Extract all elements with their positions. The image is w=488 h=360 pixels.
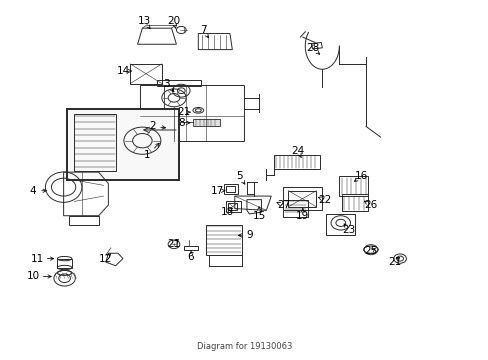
- Text: 25: 25: [364, 247, 377, 256]
- Text: 21: 21: [167, 239, 180, 249]
- Text: 24: 24: [291, 147, 304, 157]
- Text: 22: 22: [318, 195, 331, 204]
- Text: 28: 28: [305, 43, 319, 53]
- Text: 10: 10: [26, 271, 40, 282]
- Bar: [140, 85, 244, 141]
- Bar: [273, 155, 319, 169]
- Bar: [341, 194, 368, 211]
- Text: 1: 1: [143, 150, 150, 160]
- Text: 23: 23: [342, 225, 355, 235]
- Text: 5: 5: [236, 171, 243, 181]
- Text: 18: 18: [221, 207, 234, 217]
- Text: 27: 27: [276, 200, 289, 210]
- Bar: [225, 202, 240, 212]
- Bar: [228, 203, 237, 210]
- Text: 16: 16: [354, 171, 367, 181]
- Text: 20: 20: [167, 16, 180, 26]
- Bar: [130, 64, 162, 84]
- Text: 7: 7: [200, 25, 206, 35]
- Bar: [225, 186, 234, 192]
- Text: 17: 17: [211, 186, 224, 196]
- Text: Diagram for 19130063: Diagram for 19130063: [196, 342, 292, 351]
- Bar: [193, 119, 220, 126]
- Text: 8: 8: [178, 118, 184, 128]
- Bar: [69, 216, 99, 225]
- Bar: [283, 187, 322, 210]
- Text: 11: 11: [31, 253, 44, 264]
- Bar: [325, 214, 355, 235]
- Bar: [74, 114, 116, 171]
- Bar: [339, 176, 368, 196]
- Bar: [157, 80, 201, 86]
- Text: 2: 2: [148, 121, 155, 131]
- Bar: [205, 225, 242, 255]
- Text: 15: 15: [252, 211, 265, 221]
- Bar: [57, 258, 72, 267]
- Bar: [67, 109, 179, 180]
- Bar: [283, 200, 307, 217]
- Text: 12: 12: [99, 253, 112, 264]
- Bar: [183, 246, 198, 250]
- Text: 21: 21: [177, 107, 190, 117]
- Text: 26: 26: [364, 200, 377, 210]
- Bar: [287, 191, 316, 207]
- Text: 4: 4: [30, 186, 36, 196]
- Text: 6: 6: [187, 252, 194, 262]
- Text: 14: 14: [116, 66, 129, 76]
- Text: 19: 19: [296, 211, 309, 221]
- Bar: [224, 184, 237, 194]
- Text: 13: 13: [138, 16, 151, 26]
- Text: 3: 3: [163, 78, 170, 89]
- Text: 9: 9: [245, 230, 252, 240]
- Text: 21: 21: [388, 257, 401, 267]
